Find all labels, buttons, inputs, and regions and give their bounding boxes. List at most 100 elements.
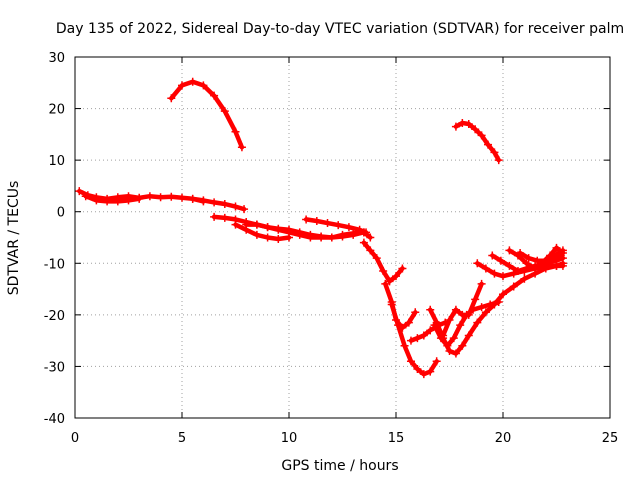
data-point — [220, 213, 229, 222]
data-point — [531, 264, 540, 273]
data-point — [552, 243, 561, 252]
data-point — [413, 365, 422, 374]
series-arc-10 — [381, 279, 420, 332]
data-point — [379, 267, 388, 276]
data-point — [237, 143, 246, 152]
data-point — [263, 223, 272, 232]
data-point — [242, 220, 251, 229]
data-point — [344, 223, 353, 232]
data-point — [522, 259, 531, 268]
data-point — [355, 225, 364, 234]
data-point — [426, 305, 435, 314]
data-point — [381, 279, 390, 288]
series-arc-9 — [359, 238, 407, 286]
data-point — [135, 194, 144, 203]
y-tick-label: 30 — [48, 51, 65, 66]
data-point — [398, 264, 407, 273]
series-arc-4 — [188, 194, 249, 214]
data-point — [156, 193, 165, 202]
data-point — [481, 308, 490, 317]
data-point — [499, 272, 507, 281]
data-point — [406, 336, 415, 345]
data-point — [323, 219, 332, 228]
data-point — [513, 267, 522, 276]
data-point — [456, 321, 465, 330]
series-line — [539, 245, 566, 266]
data-point — [449, 334, 458, 343]
grid-lines — [75, 57, 610, 418]
data-point — [473, 259, 482, 268]
x-tick-labels: 0 5 10 15 20 25 — [71, 431, 618, 446]
series-arc-14 — [430, 297, 503, 350]
series-arc-6 — [231, 220, 293, 244]
data-point — [558, 248, 567, 257]
data-point — [486, 300, 495, 309]
data-point — [366, 233, 375, 242]
data-point — [394, 321, 403, 330]
y-tick-labels: 30 20 10 0 -10 -20 -30 -40 — [44, 51, 65, 427]
data-point — [188, 77, 197, 86]
chart-title: Day 135 of 2022, Sidereal Day-to-day VTE… — [56, 21, 624, 37]
series-arc-1 — [75, 187, 208, 206]
data-point — [445, 316, 454, 325]
data-point — [392, 272, 400, 281]
data-point — [210, 212, 219, 221]
data-point — [199, 81, 208, 90]
data-point — [488, 251, 497, 260]
data-point — [178, 193, 186, 202]
data-point — [285, 228, 293, 237]
series-arc-16 — [451, 119, 503, 165]
data-point — [451, 122, 460, 131]
data-point — [477, 279, 486, 288]
data-point — [516, 248, 525, 257]
data-point — [537, 259, 546, 268]
data-point — [274, 235, 283, 244]
data-point — [220, 107, 229, 116]
data-point — [220, 199, 229, 208]
data-point — [490, 269, 499, 278]
data-point — [426, 367, 435, 376]
data-point — [494, 297, 503, 306]
data-point — [124, 196, 133, 205]
data-point — [306, 233, 315, 242]
data-point — [490, 148, 499, 157]
x-tick-label: 20 — [495, 431, 512, 446]
series-line — [432, 299, 501, 349]
data-point — [432, 357, 441, 366]
axis-ticks — [74, 56, 611, 419]
data-point — [520, 274, 529, 283]
data-point — [524, 254, 533, 263]
data-point — [406, 357, 415, 366]
data-point — [451, 305, 460, 314]
data-point — [334, 221, 343, 230]
data-point — [252, 230, 261, 239]
data-point — [558, 261, 567, 270]
data-point — [458, 119, 467, 128]
data-point — [327, 233, 336, 242]
data-point — [103, 197, 112, 206]
data-point — [387, 300, 396, 309]
series-arc-2 — [81, 192, 144, 206]
data-point — [404, 318, 413, 327]
data-point — [317, 233, 326, 242]
series-arc-11 — [387, 300, 441, 379]
data-point — [533, 256, 542, 265]
x-axis-label: GPS time / hours — [281, 458, 398, 474]
data-point — [400, 341, 409, 350]
data-point — [505, 246, 514, 255]
data-point — [411, 308, 420, 317]
data-point — [240, 205, 249, 214]
data-point — [231, 202, 240, 211]
data-point — [188, 194, 197, 203]
data-point — [231, 127, 240, 136]
x-tick-label: 15 — [388, 431, 405, 446]
data-point — [338, 230, 347, 239]
x-tick-label: 0 — [71, 431, 79, 446]
y-axis-label: SDTVAR / TECUs — [6, 181, 22, 296]
data-point — [145, 192, 154, 201]
data-point — [210, 91, 219, 100]
data-point — [464, 310, 473, 319]
data-point — [430, 321, 439, 330]
series-arc-21 — [537, 243, 567, 268]
data-point — [75, 187, 84, 196]
